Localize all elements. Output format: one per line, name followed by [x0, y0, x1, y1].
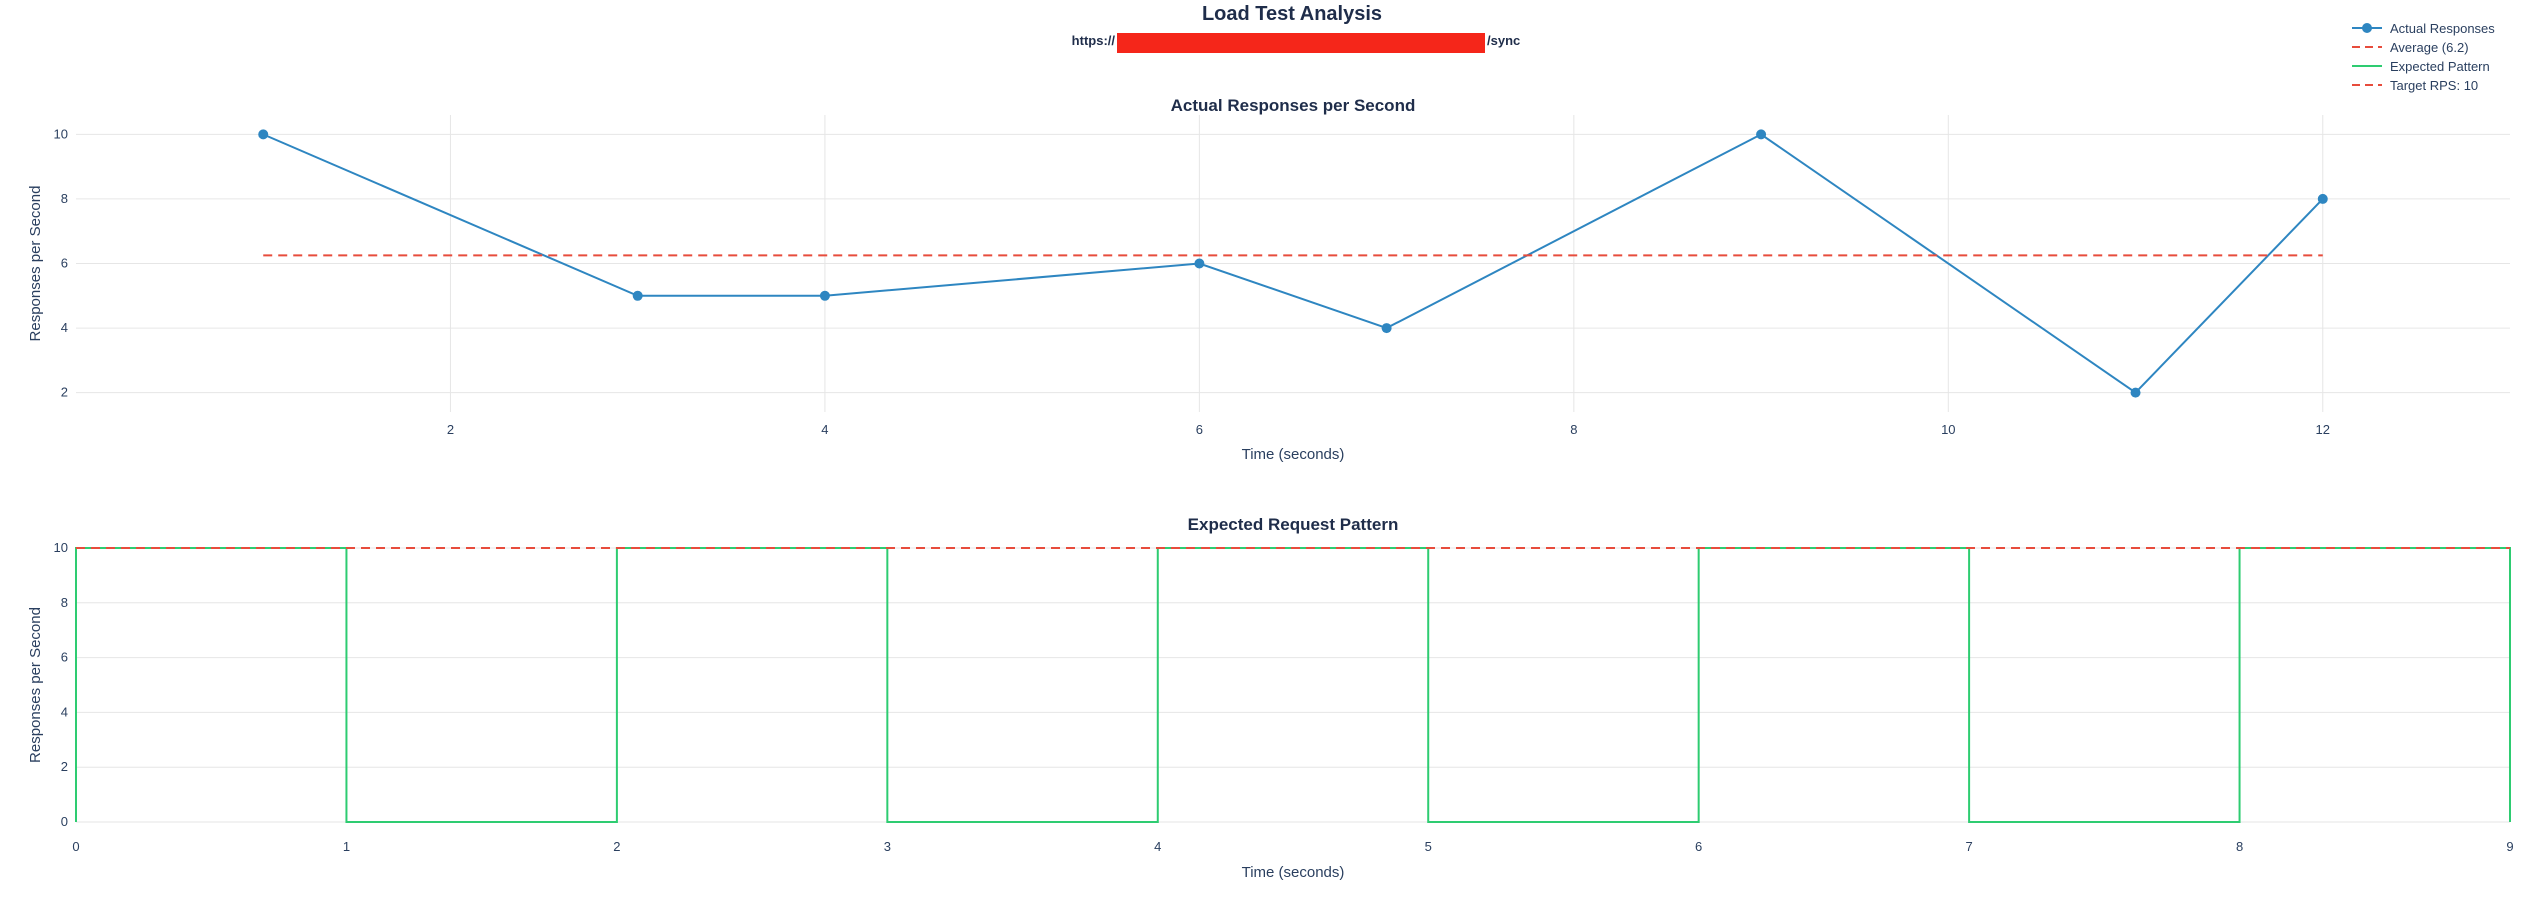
x-tick-label: 1: [343, 839, 350, 854]
legend-label: Target RPS: 10: [2390, 78, 2478, 93]
y-tick-label: 2: [61, 385, 68, 400]
legend: Actual Responses Average (6.2) Expected Pa…: [2352, 21, 2495, 93]
y-tick-label: 8: [61, 595, 68, 610]
y-axis-title: Responses per Second: [27, 186, 44, 342]
legend-label: Average (6.2): [2390, 40, 2469, 55]
x-tick-label: 2: [613, 839, 620, 854]
series-line-actual-responses: [262, 133, 2324, 394]
data-point: [258, 129, 269, 140]
x-tick-label: 3: [884, 839, 891, 854]
data-point: [2130, 387, 2141, 398]
x-tick-label: 5: [1425, 839, 1432, 854]
x-axis-title: Time (seconds): [1242, 446, 1345, 463]
x-tick-label: 4: [1154, 839, 1161, 854]
x-tick-label: 6: [1196, 422, 1203, 437]
y-tick-label: 4: [61, 704, 68, 719]
x-tick-label: 10: [1941, 422, 1955, 437]
url-redaction: [1117, 33, 1485, 53]
x-tick-label: 0: [72, 839, 79, 854]
x-axis-title: Time (seconds): [1242, 864, 1345, 881]
data-point: [1381, 323, 1392, 334]
y-axis-title: Responses per Second: [27, 607, 44, 763]
y-tick-label: 6: [61, 256, 68, 271]
legend-marker: [2362, 23, 2372, 33]
panel-title: Expected Request Pattern: [1188, 515, 1399, 534]
y-tick-label: 10: [54, 540, 68, 555]
x-tick-label: 9: [2506, 839, 2513, 854]
y-tick-label: 8: [61, 191, 68, 206]
legend-label: Actual Responses: [2390, 21, 2495, 36]
x-tick-label: 4: [821, 422, 828, 437]
figure-title: Load Test Analysis: [1202, 3, 1382, 25]
panel-title: Actual Responses per Second: [1171, 96, 1416, 115]
y-tick-label: 0: [61, 814, 68, 829]
x-tick-label: 8: [2236, 839, 2243, 854]
data-point: [819, 290, 830, 301]
data-point: [1756, 129, 1767, 140]
url-prefix: https://: [1072, 33, 1116, 48]
x-tick-label: 8: [1570, 422, 1577, 437]
y-tick-label: 10: [54, 126, 68, 141]
x-tick-label: 12: [2316, 422, 2330, 437]
y-tick-label: 4: [61, 320, 68, 335]
data-point: [632, 290, 643, 301]
data-point: [1194, 258, 1205, 269]
legend-label: Expected Pattern: [2390, 59, 2490, 74]
x-tick-label: 2: [447, 422, 454, 437]
panel-expected-pattern: 0 1 2 3 4 5 6 7 8 9 0 2 4 6 8 10 Expected Request Patter…: [27, 515, 2514, 881]
panel-actual-responses: 2 4 6 8 10 12 2 4 6 8 10 Actual Responses per Secon…: [27, 96, 2510, 463]
series-line-expected-pattern: [75, 547, 2511, 823]
x-tick-label: 7: [1965, 839, 1972, 854]
url-suffix: /sync: [1487, 33, 1520, 48]
x-tick-label: 6: [1695, 839, 1702, 854]
data-point: [2317, 193, 2328, 204]
y-tick-label: 6: [61, 650, 68, 665]
y-tick-label: 2: [61, 759, 68, 774]
